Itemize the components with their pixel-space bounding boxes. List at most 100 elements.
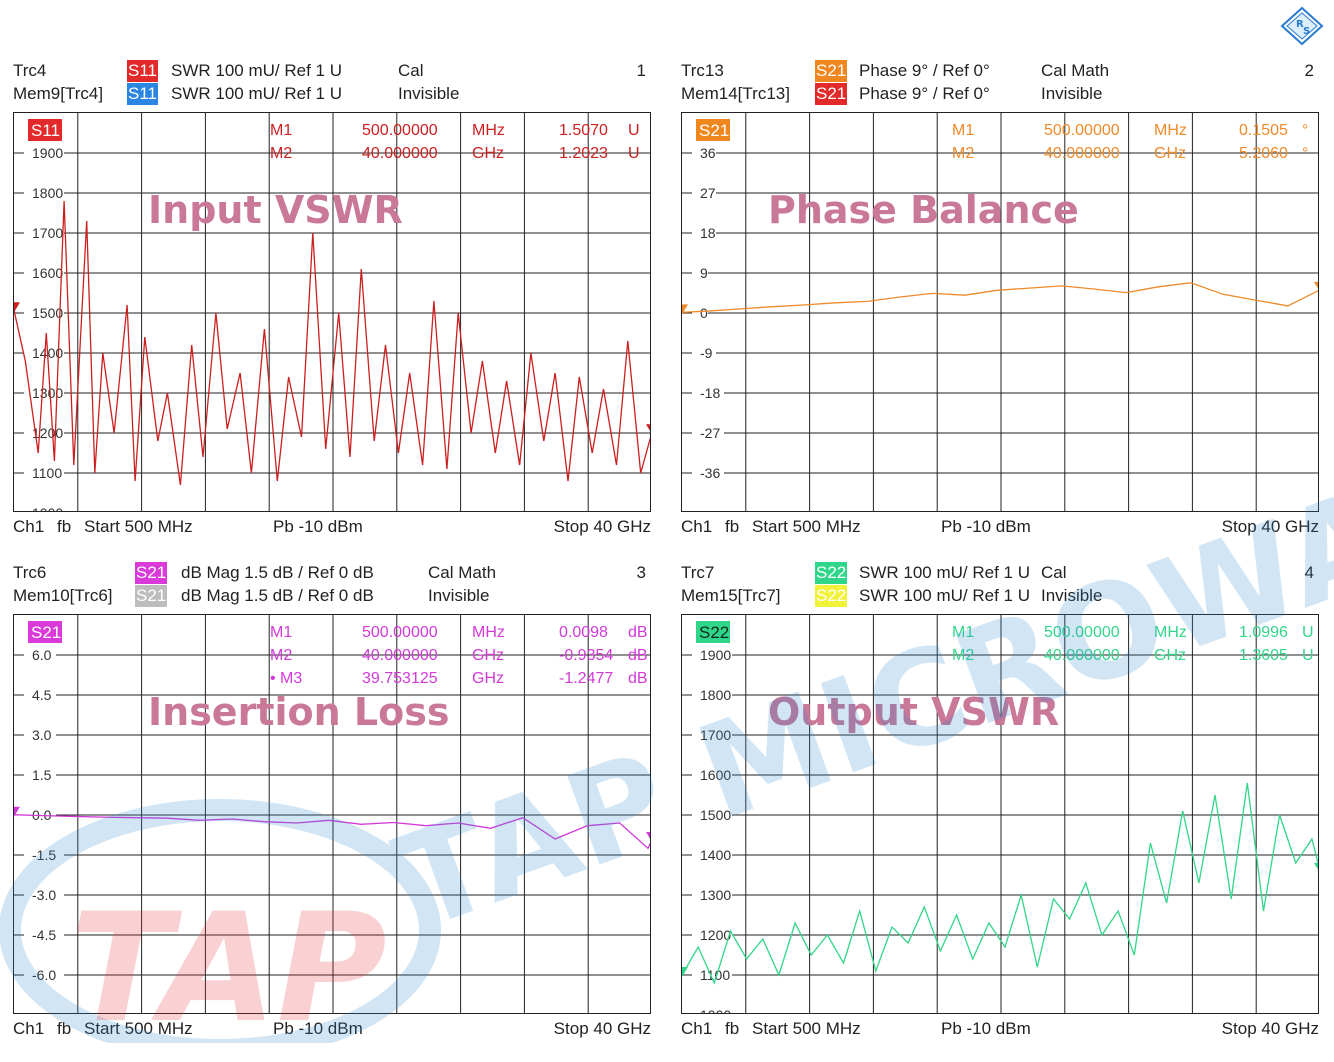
plot-area[interactable]: 1900 1800 1700 1600 1500 1400 1300 1200 1100 1000… xyxy=(13,112,651,512)
marker-frequency: 39.753125 xyxy=(362,670,438,687)
marker-frequency: 500.00000 xyxy=(1044,624,1120,641)
trace-state: Cal Math xyxy=(1041,61,1110,80)
y-tick-label: 1800 xyxy=(700,687,731,703)
plot-area[interactable]: 36 27 18 9 0 -9 -18 -27 -36 Phase Balance S21 M1 500… xyxy=(681,112,1319,512)
memory-trace-state: Invisible xyxy=(398,84,460,103)
y-tick-label: 18 xyxy=(700,225,716,241)
chart-svg: 1900 1800 1700 1600 1500 1400 1300 1200 1100 1000… xyxy=(682,615,1318,1014)
memory-trace-name[interactable]: Mem10[Trc6] xyxy=(13,586,113,605)
y-tick-label: 1300 xyxy=(700,887,731,903)
trace-name[interactable]: Trc7 xyxy=(681,563,715,582)
tick-label-bg xyxy=(24,224,64,241)
y-tick-label: 1100 xyxy=(32,465,62,481)
memory-trace-tag[interactable]: S21 xyxy=(815,83,848,105)
tick-label-bg xyxy=(24,966,64,983)
diagram-panel-3[interactable]: Trc6 S21 dB Mag 1.5 dB / Ref 0 dB Cal Ma… xyxy=(0,562,660,1062)
y-tick-label: 1000 xyxy=(700,1007,731,1014)
marker-value: 0.0098 xyxy=(559,624,608,641)
stop-frequency[interactable]: Stop 40 GHz xyxy=(1221,1019,1319,1038)
fb-label: fb xyxy=(57,1019,72,1038)
marker-value-unit: U xyxy=(1302,624,1314,641)
plot-area[interactable]: 6.0 4.5 3.0 1.5 0.0 -1.5 -3.0 -4.5 -6.0 Insertion… xyxy=(13,614,651,1014)
y-tick-label: 0 xyxy=(700,305,708,321)
y-tick-label: -36 xyxy=(700,465,720,481)
marker-value: 1.0996 xyxy=(1239,624,1288,641)
power-label[interactable]: Pb -10 dBm xyxy=(273,1019,363,1038)
y-tick-label: -4.5 xyxy=(32,927,56,943)
plot-area[interactable]: 1900 1800 1700 1600 1500 1400 1300 1200 1100 1000… xyxy=(681,614,1319,1014)
trace-state: Cal xyxy=(398,61,424,80)
marker-m2 xyxy=(646,831,650,839)
start-frequency[interactable]: Start 500 MHz xyxy=(84,1019,193,1038)
svg-text:S: S xyxy=(1303,26,1310,37)
tick-label-bg xyxy=(24,726,56,743)
rs-logo: R S xyxy=(1280,6,1324,46)
memory-trace-tag[interactable]: S21 xyxy=(135,585,168,607)
marker-value: -1.2477 xyxy=(559,670,613,687)
y-tick-label: 1000 xyxy=(32,505,63,512)
y-tick-label: 1600 xyxy=(700,767,731,783)
tick-label-bg xyxy=(24,144,64,161)
y-tick-label: 3.0 xyxy=(32,727,52,743)
channel-label: Ch1 xyxy=(681,1019,713,1038)
diagram-panel-2[interactable]: Trc13 S21 Phase 9° / Ref 0° Cal Math 2 M… xyxy=(668,60,1328,560)
trace-format: dB Mag 1.5 dB / Ref 0 dB xyxy=(181,563,374,582)
marker-frequency: 40.000000 xyxy=(362,647,438,664)
marker-value-unit: dB xyxy=(628,624,648,641)
stop-frequency[interactable]: Stop 40 GHz xyxy=(553,1019,651,1038)
memory-trace-tag[interactable]: S11 xyxy=(127,83,158,105)
trace-name[interactable]: Trc4 xyxy=(13,61,47,80)
marker-value-unit: dB xyxy=(628,647,648,664)
trace-tag[interactable]: S22 xyxy=(815,562,848,584)
start-frequency[interactable]: Start 500 MHz xyxy=(752,517,861,536)
y-tick-label: 1500 xyxy=(32,305,63,321)
memory-trace-name[interactable]: Mem9[Trc4] xyxy=(13,84,104,103)
tick-label-bg xyxy=(692,344,716,361)
marker-value-unit: U xyxy=(628,122,640,139)
marker-unit: MHz xyxy=(1154,122,1187,139)
marker-value: 1.2023 xyxy=(559,145,608,162)
trace-tag[interactable]: S11 xyxy=(127,60,158,82)
marker-unit: GHz xyxy=(472,145,504,162)
power-label[interactable]: Pb -10 dBm xyxy=(941,1019,1031,1038)
marker-id: M2 xyxy=(270,145,292,162)
y-tick-label: 4.5 xyxy=(32,687,52,703)
tick-label-bg xyxy=(24,264,64,281)
start-frequency[interactable]: Start 500 MHz xyxy=(84,517,193,536)
start-frequency[interactable]: Start 500 MHz xyxy=(752,1019,861,1038)
memory-trace-name[interactable]: Mem14[Trc13] xyxy=(681,84,790,103)
marker-value-unit: U xyxy=(1302,647,1314,664)
trace-name[interactable]: Trc6 xyxy=(13,563,47,582)
trace-tag[interactable]: S21 xyxy=(135,562,168,584)
y-tick-label: 1700 xyxy=(32,225,63,241)
power-label[interactable]: Pb -10 dBm xyxy=(273,517,363,536)
y-tick-label: 1500 xyxy=(700,807,731,823)
y-tick-label: 1900 xyxy=(700,647,731,663)
memory-trace-name[interactable]: Mem15[Trc7] xyxy=(681,586,781,605)
diagram-panel-1[interactable]: Trc4 S11 SWR 100 mU/ Ref 1 U Cal 1 Mem9[… xyxy=(0,60,660,560)
power-label[interactable]: Pb -10 dBm xyxy=(941,517,1031,536)
y-tick-label: 27 xyxy=(700,185,716,201)
memory-trace-state: Invisible xyxy=(1041,84,1103,103)
diagram-number: 1 xyxy=(636,61,646,80)
trace-tag[interactable]: S21 xyxy=(815,60,848,82)
marker-m1 xyxy=(14,302,20,313)
diagram-number: 4 xyxy=(1304,563,1314,582)
memory-trace-tag[interactable]: S22 xyxy=(815,585,848,607)
tick-label-bg xyxy=(692,846,732,863)
marker-frequency: 500.00000 xyxy=(1044,122,1120,139)
marker-value-unit: U xyxy=(628,145,640,162)
trace-label-box-text: S11 xyxy=(31,121,60,140)
trace-name[interactable]: Trc13 xyxy=(681,61,724,80)
tick-label-bg xyxy=(692,766,732,783)
tick-label-bg xyxy=(24,846,64,863)
diagram-number: 3 xyxy=(636,563,646,582)
y-tick-label: 1200 xyxy=(700,927,731,943)
marker-frequency: 500.00000 xyxy=(362,122,438,139)
marker-unit: MHz xyxy=(472,122,505,139)
diagram-panel-4[interactable]: Trc7 S22 SWR 100 mU/ Ref 1 U Cal 4 Mem15… xyxy=(668,562,1328,1062)
stop-frequency[interactable]: Stop 40 GHz xyxy=(1221,517,1319,536)
stop-frequency[interactable]: Stop 40 GHz xyxy=(553,517,651,536)
marker-id: M1 xyxy=(270,624,292,641)
marker-m2 xyxy=(646,424,650,431)
